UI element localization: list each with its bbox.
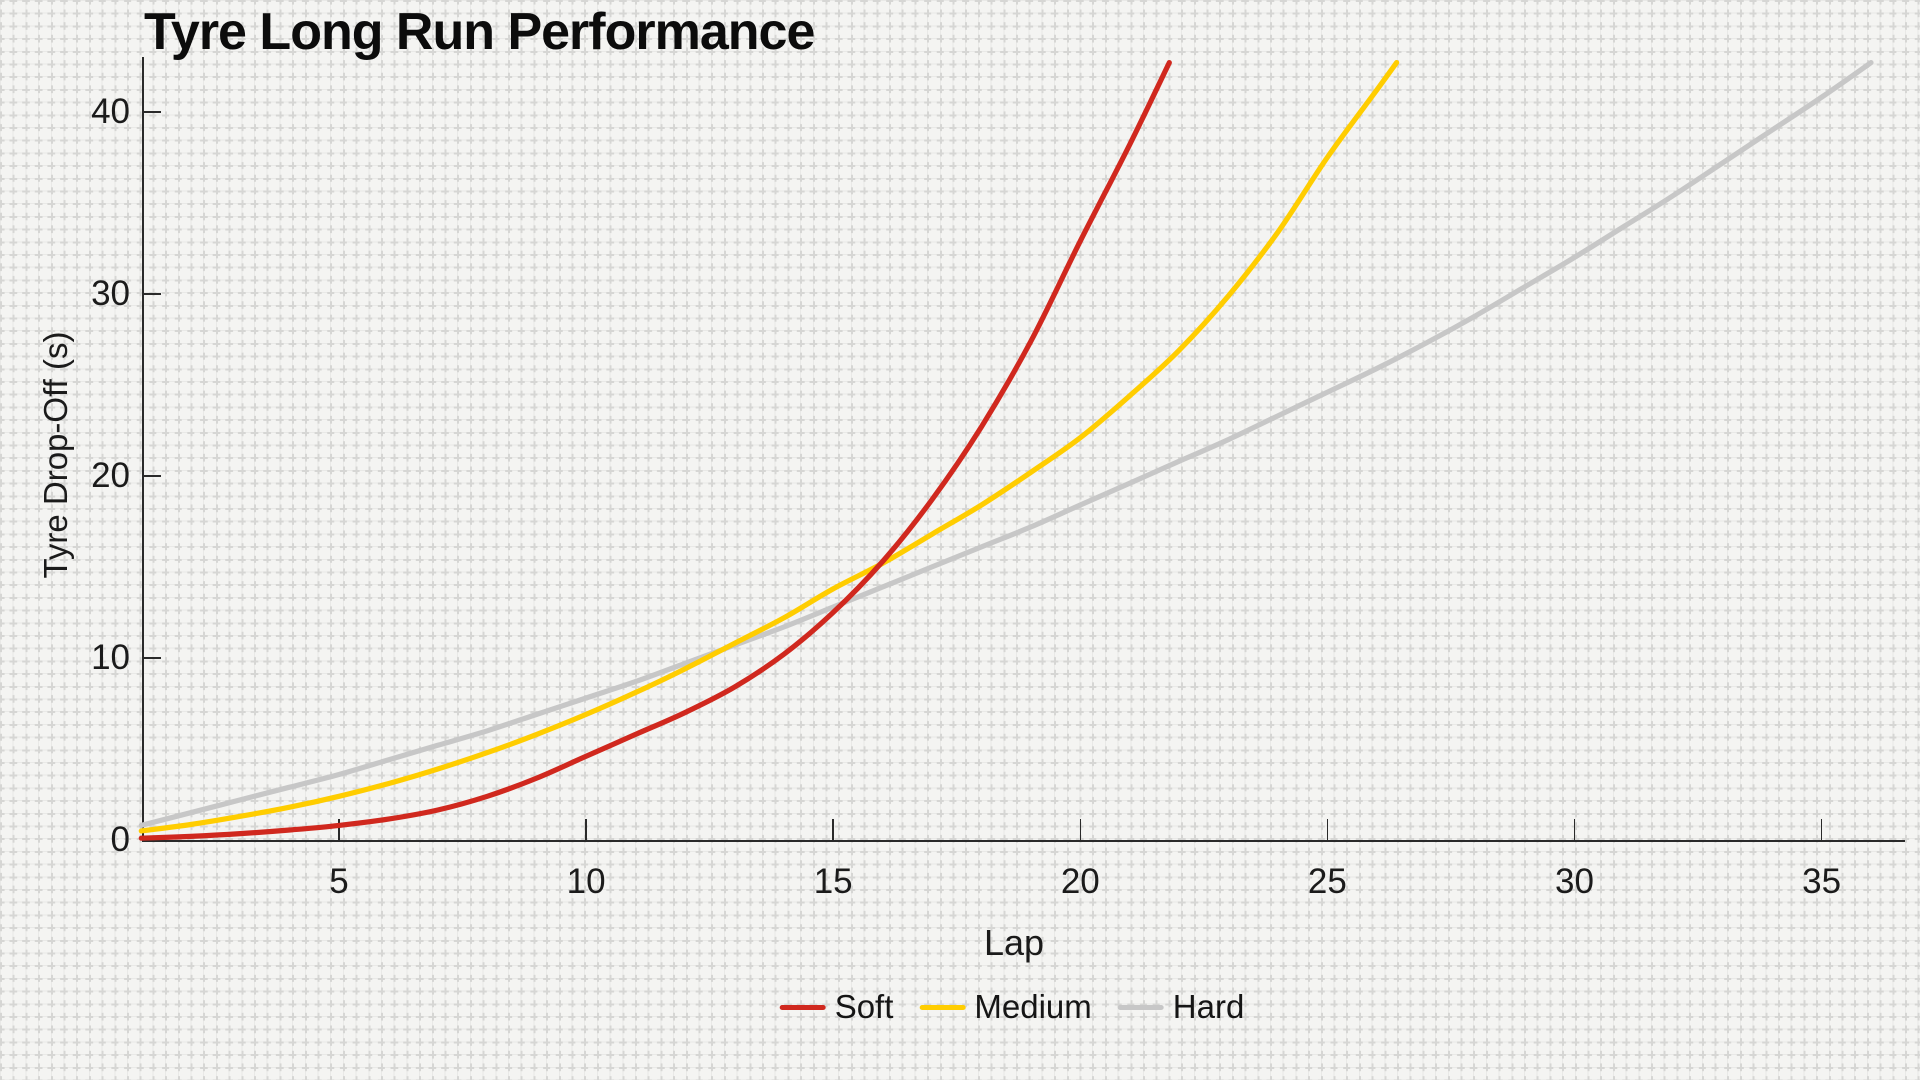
x-tick-label: 15 (813, 862, 853, 901)
y-tick (144, 293, 161, 295)
legend-label-hard: Hard (1172, 988, 1245, 1025)
y-tick-label: 30 (91, 273, 130, 313)
x-tick (1573, 819, 1576, 840)
x-tick (585, 819, 587, 840)
x-tick-label: 5 (329, 862, 349, 901)
x-tick-label: 30 (1555, 862, 1594, 901)
y-tick-label: 0 (110, 820, 130, 859)
x-tick-label: 35 (1802, 862, 1842, 901)
x-tick (1326, 819, 1329, 840)
medium-series-line (138, 60, 1400, 834)
x-tick-label: 10 (566, 862, 606, 901)
x-tick (1820, 819, 1823, 840)
hard-series-line (138, 60, 1874, 828)
legend-label-soft: Soft (834, 988, 894, 1025)
legend-item-medium: Medium (919, 988, 1092, 1026)
y-tick (144, 839, 161, 841)
x-tick (832, 819, 834, 840)
x-tick-label: 20 (1060, 862, 1100, 901)
y-axis-label: Tyre Drop-Off (s) (37, 331, 74, 579)
x-tick (1079, 819, 1082, 840)
y-tick (144, 657, 161, 659)
x-tick-label: 25 (1307, 862, 1347, 901)
legend-label-medium: Medium (974, 988, 1092, 1025)
legend: Soft Medium Hard (779, 988, 1245, 1026)
legend-item-soft: Soft (779, 988, 894, 1026)
y-tick-label: 20 (91, 455, 130, 495)
x-axis-spine (142, 840, 1905, 842)
x-axis-label: Lap (983, 922, 1045, 963)
legend-swatch-soft (779, 1004, 826, 1010)
x-tick (338, 819, 340, 840)
y-tick-label: 10 (91, 637, 130, 677)
y-tick (144, 111, 161, 113)
legend-swatch-medium (919, 1004, 966, 1010)
y-tick (144, 475, 161, 477)
y-tick-label: 40 (91, 91, 130, 131)
legend-item-hard: Hard (1117, 988, 1245, 1026)
soft-series-line (138, 60, 1172, 841)
y-axis-spine (142, 57, 144, 842)
chart-title: Tyre Long Run Performance (144, 3, 815, 61)
legend-swatch-hard (1117, 1004, 1164, 1010)
